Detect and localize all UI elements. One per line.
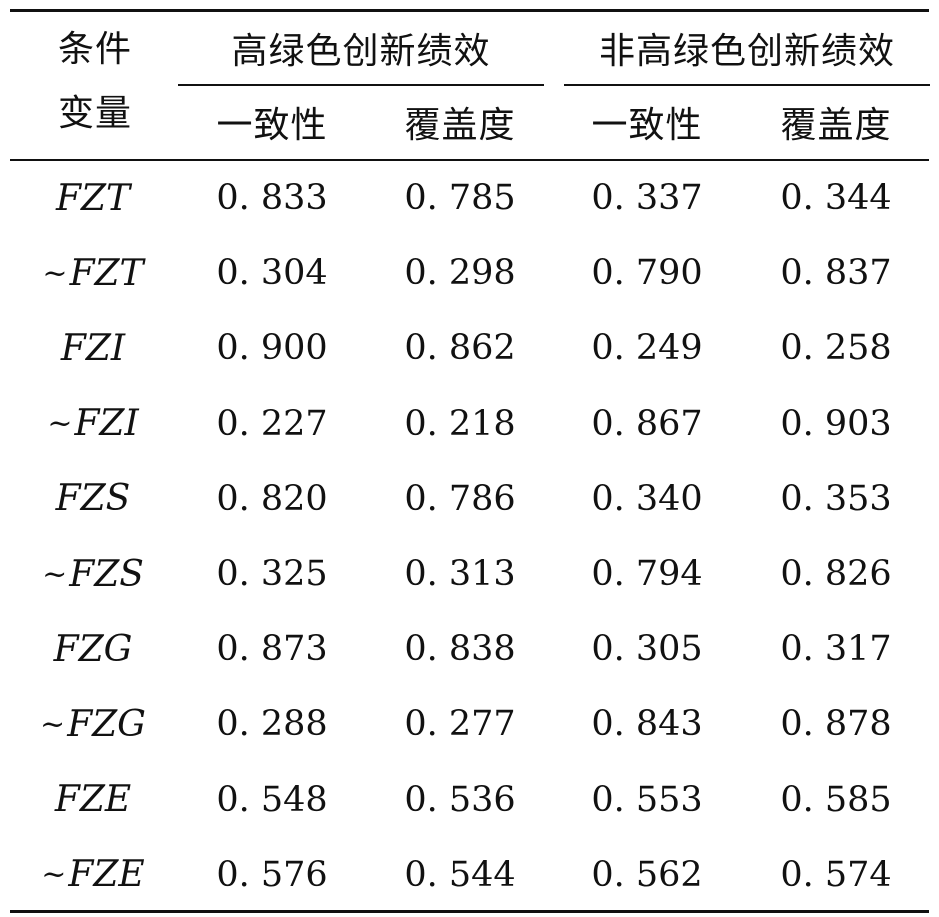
condition-name: FZE — [68, 854, 145, 896]
row-label: FZT — [18, 173, 168, 223]
table-bottom-rule — [10, 910, 929, 913]
table-cell: 0. 794 — [591, 554, 703, 594]
table-cell: 0. 833 — [216, 178, 328, 218]
condition-name: FZS — [55, 478, 131, 520]
table-cell: 0. 536 — [404, 779, 516, 820]
subheader-coverage-high: 覆盖度 — [404, 105, 516, 146]
table-cell: 0. 288 — [216, 704, 328, 745]
table-cell: 0. 304 — [216, 253, 328, 294]
row-label: FZE — [18, 775, 168, 825]
table-cell: 0. 325 — [216, 554, 328, 594]
table-cell: 0. 873 — [216, 629, 328, 670]
table-cell: 0. 337 — [591, 178, 703, 218]
table-cell: 0. 544 — [404, 854, 516, 895]
table-cell: 0. 903 — [780, 403, 892, 444]
table-cell: 0. 562 — [591, 854, 703, 895]
table-header-rule — [10, 159, 929, 161]
table-cell: 0. 553 — [591, 779, 703, 820]
subheader-consistency-high: 一致性 — [216, 105, 328, 146]
table-cell: 0. 843 — [591, 704, 703, 745]
negation-tilde: ~ — [40, 706, 66, 742]
table-cell: 0. 277 — [404, 704, 516, 745]
table-cell: 0. 585 — [780, 779, 892, 820]
table-cell: 0. 258 — [780, 328, 892, 369]
table-cell: 0. 298 — [404, 253, 516, 294]
table-cell: 0. 790 — [591, 253, 703, 294]
table-cell: 0. 227 — [216, 403, 328, 444]
condition-header-line2: 变量 — [57, 93, 132, 134]
table-cell: 0. 838 — [404, 629, 516, 670]
negation-tilde: ~ — [47, 406, 73, 442]
condition-name: FZT — [69, 252, 144, 294]
condition-name: FZI — [74, 403, 139, 445]
row-label: ~ FZT — [18, 248, 168, 298]
row-label: ~ FZI — [18, 399, 168, 449]
row-label: ~ FZE — [18, 850, 168, 900]
table-cell: 0. 826 — [780, 554, 892, 594]
table-cell: 0. 862 — [404, 328, 516, 369]
row-label: FZI — [18, 323, 168, 373]
table-cell: 0. 837 — [780, 253, 892, 294]
group-header-non-high-performance: 非高绿色创新绩效 — [598, 31, 895, 72]
table-cell: 0. 305 — [591, 629, 703, 670]
row-label: FZG — [18, 624, 168, 674]
table-cell: 0. 249 — [591, 328, 703, 369]
condition-variable-header: 条件 变量 — [40, 22, 150, 142]
condition-name: FZT — [55, 177, 130, 219]
table-cell: 0. 218 — [404, 403, 516, 444]
condition-name: FZI — [60, 327, 126, 369]
table-cell: 0. 878 — [780, 704, 892, 745]
table-cell: 0. 317 — [780, 629, 892, 670]
table-cell: 0. 344 — [780, 178, 892, 218]
table-cell: 0. 786 — [404, 478, 516, 519]
row-label: FZS — [18, 474, 168, 524]
negation-tilde: ~ — [41, 857, 67, 893]
condition-name: FZE — [54, 779, 132, 821]
row-label: ~ FZG — [18, 699, 168, 749]
condition-name: FZS — [69, 553, 144, 595]
table-cell: 0. 820 — [216, 478, 328, 519]
negation-tilde: ~ — [42, 556, 68, 592]
table-cell: 0. 867 — [591, 403, 703, 444]
subheader-coverage-non-high: 覆盖度 — [780, 105, 892, 146]
table-cell: 0. 900 — [216, 328, 328, 369]
table-cell: 0. 340 — [591, 478, 703, 519]
table-cell: 0. 576 — [216, 854, 328, 895]
table-cell: 0. 313 — [404, 554, 516, 594]
subheader-consistency-non-high: 一致性 — [591, 105, 703, 146]
group-header-high-performance: 高绿色创新绩效 — [231, 31, 491, 72]
table-cell: 0. 548 — [216, 779, 328, 820]
negation-tilde: ~ — [42, 255, 68, 291]
table-top-rule — [10, 9, 929, 12]
table-cell: 0. 785 — [404, 178, 516, 218]
table-cell: 0. 574 — [780, 854, 892, 895]
group-underline-high — [178, 84, 544, 86]
row-label: ~ FZS — [18, 549, 168, 599]
table-cell: 0. 353 — [780, 478, 892, 519]
condition-name: FZG — [67, 703, 146, 745]
condition-name: FZG — [53, 628, 133, 670]
group-underline-non-high — [564, 84, 930, 86]
condition-header-line1: 条件 — [57, 29, 132, 70]
